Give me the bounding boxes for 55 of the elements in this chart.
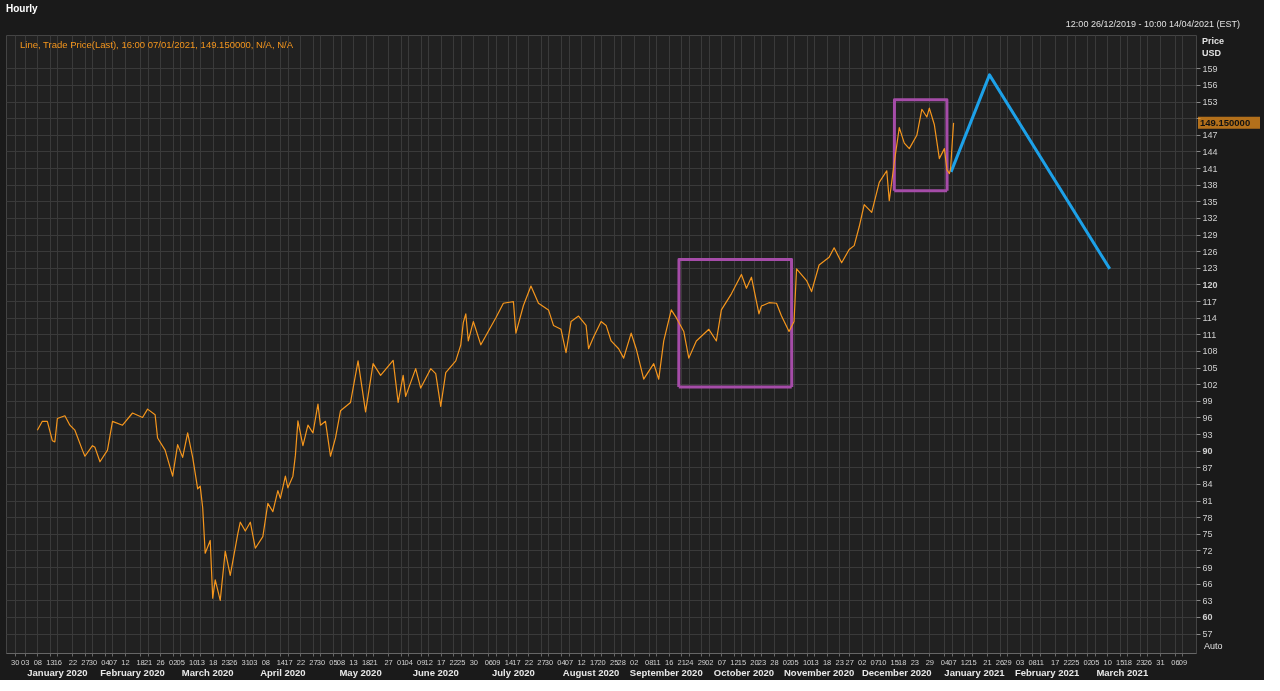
y-tick-label: 126 — [1202, 246, 1218, 257]
y-tick-label: 75 — [1202, 529, 1213, 540]
text: 12:00 26/12/2019 - 10:00 14/04/2021 (EST) — [1065, 19, 1240, 29]
y-tick-label: 102 — [1202, 379, 1218, 390]
x2-tick-label: November 2020 — [783, 667, 855, 678]
x2-tick-label: January 2021 — [944, 667, 1006, 678]
x2-tick-label: June 2020 — [412, 667, 459, 678]
y-tick-label: 96 — [1202, 412, 1213, 423]
y-tick-label: 93 — [1202, 429, 1213, 440]
x2-tick-label: February 2021 — [1014, 667, 1081, 678]
x2-tick-label: March 2020 — [181, 667, 234, 678]
x2-tick-label: December 2020 — [861, 667, 932, 678]
y-tick-label: 84 — [1202, 479, 1213, 490]
y-tick-label: 114 — [1202, 313, 1217, 324]
x2-tick-label: July 2020 — [492, 667, 535, 678]
y-tick-label: 129 — [1202, 230, 1218, 241]
y-tick-label: 135 — [1202, 196, 1218, 207]
y-tick-label: 63 — [1202, 595, 1213, 606]
y-tick-label: 153 — [1202, 97, 1218, 108]
text: 149.150000 — [1200, 116, 1251, 128]
y-tick-label: 99 — [1202, 396, 1213, 407]
y-tick-label: 78 — [1202, 512, 1213, 523]
x2-tick-label: May 2020 — [339, 667, 382, 678]
y-axis-title: Price USD — [1202, 36, 1225, 58]
y-tick-label: 117 — [1202, 296, 1217, 307]
y-tick-label: 159 — [1202, 63, 1218, 74]
y-tick-label: 87 — [1202, 462, 1213, 473]
y-tick-label: 57 — [1202, 629, 1213, 640]
y-tick-label: 156 — [1202, 80, 1218, 91]
y-tick-label: 105 — [1202, 363, 1218, 374]
y-tick-label: 111 — [1202, 329, 1217, 340]
x2-tick-label: March 2021 — [1096, 667, 1149, 678]
x2-tick-label: April 2020 — [260, 667, 306, 678]
x2-tick-label: January 2020 — [27, 667, 88, 678]
y-tick-label: 108 — [1202, 346, 1218, 357]
y-tick-label: 69 — [1202, 562, 1213, 573]
y-tick-label: 147 — [1202, 130, 1218, 141]
x2-tick-label: August 2020 — [562, 667, 620, 678]
y-tick-label: 66 — [1202, 579, 1213, 590]
y-tick-label: 60 — [1202, 612, 1213, 623]
x2-tick-label: September 2020 — [629, 667, 703, 678]
y-tick-label: 141 — [1202, 163, 1218, 174]
y-tick-label: 81 — [1202, 496, 1213, 507]
text: Auto — [1204, 641, 1223, 651]
y-tick-label: 132 — [1202, 213, 1218, 224]
y-tick-label: 90 — [1202, 446, 1213, 457]
y-tick-label: 123 — [1202, 263, 1218, 274]
y-tick-label: 144 — [1202, 146, 1218, 157]
text: Line, Trade Price(Last), 16:00 07/01/2021, 149.150000, N/A, N/A — [20, 39, 294, 50]
y-tick-label: 138 — [1202, 180, 1218, 191]
chart-title: Hourly — [6, 3, 39, 14]
x2-tick-label: October 2020 — [713, 667, 775, 678]
y-tick-label: 72 — [1202, 545, 1213, 556]
x2-tick-label: February 2020 — [100, 667, 165, 678]
y-tick-label: 120 — [1202, 279, 1218, 290]
